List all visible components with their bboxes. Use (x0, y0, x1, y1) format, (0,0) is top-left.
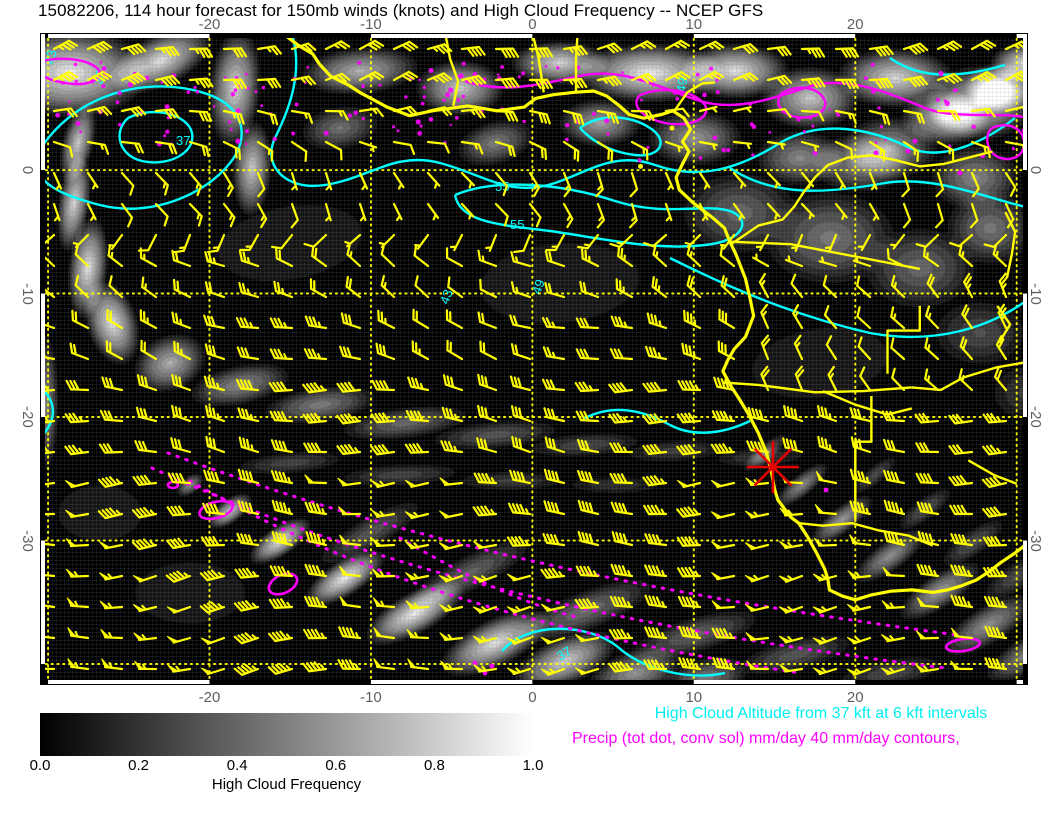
colorbar-tick-label: 0.6 (325, 757, 347, 774)
colorbar-tick-label: 0.8 (423, 757, 445, 774)
border-or-river (854, 396, 873, 520)
page-title: 15082206, 114 hour forecast for 150mb wi… (38, 1, 764, 20)
xticks-bottom-label: 10 (685, 689, 703, 706)
border-or-river (673, 81, 715, 112)
xticks-top-label: -10 (360, 16, 382, 33)
border-or-river (722, 381, 912, 394)
border-or-river (798, 522, 934, 547)
africa-coastline (280, 33, 1028, 602)
xticks-top-label: 20 (846, 16, 864, 33)
altitude-contour-label: 43 (437, 287, 456, 306)
xticks-top-label: 0 (528, 16, 537, 33)
border-or-river (886, 305, 921, 374)
xticks-bottom-label: 0 (528, 689, 537, 706)
yticks-right-label: -20 (1027, 406, 1044, 428)
colorbar-gradient (40, 713, 533, 756)
island (669, 125, 675, 131)
altitude-contour-label: 49 (529, 277, 548, 296)
legend-precip: Precip (tot dot, conv sol) mm/day 40 mm/… (572, 730, 960, 747)
yticks-left-label: -30 (19, 529, 36, 552)
yticks-right-label: -30 (1027, 529, 1044, 552)
map-plot: 43 37 37 55 55 43 49 49 37 (40, 33, 1028, 685)
colorbar-tick-label: 0.2 (128, 757, 150, 774)
border-or-river (730, 150, 993, 246)
colorbar-label: High Cloud Frequency (211, 776, 362, 793)
colorbar-tick-label: 0.4 (226, 757, 248, 774)
yticks-left-label: 0 (19, 165, 36, 175)
border-or-river (967, 459, 1018, 485)
grid-lines (40, 33, 1028, 685)
colorbar-tick-label: 0.0 (29, 757, 51, 774)
xticks-bottom-label: 20 (846, 689, 864, 706)
yticks-left-label: -20 (19, 406, 36, 428)
altitude-contour-label: 55 (510, 217, 524, 232)
island (638, 163, 644, 169)
yticks-right-label: -10 (1027, 282, 1044, 305)
legend-cloud-altitude: High Cloud Altitude from 37 kft at 6 kft… (654, 705, 988, 722)
altitude-contour-label: 37 (176, 133, 190, 148)
yticks-right-label: 0 (1027, 165, 1044, 175)
coastline (280, 33, 1028, 602)
altitude-contour-label: 37 (554, 643, 574, 663)
precip-contours (40, 57, 1028, 676)
altitude-contour-label: 49 (673, 77, 690, 94)
red-star-marker (747, 441, 799, 493)
xticks-top-label: -20 (198, 16, 221, 33)
colorbar-tick-label: 1.0 (522, 757, 544, 774)
xticks-bottom-label: -20 (198, 689, 221, 706)
border-or-river (729, 240, 921, 271)
yticks-left-label: -10 (19, 282, 36, 305)
border-or-river (444, 33, 460, 107)
wind-barbs-layer (40, 39, 1028, 676)
border-or-river (822, 389, 913, 416)
xticks-bottom-label: -10 (360, 689, 382, 706)
border-or-river (996, 305, 1012, 344)
xticks-top-label: 10 (685, 16, 703, 33)
map-frame (40, 33, 1028, 685)
border-or-river (531, 33, 545, 93)
